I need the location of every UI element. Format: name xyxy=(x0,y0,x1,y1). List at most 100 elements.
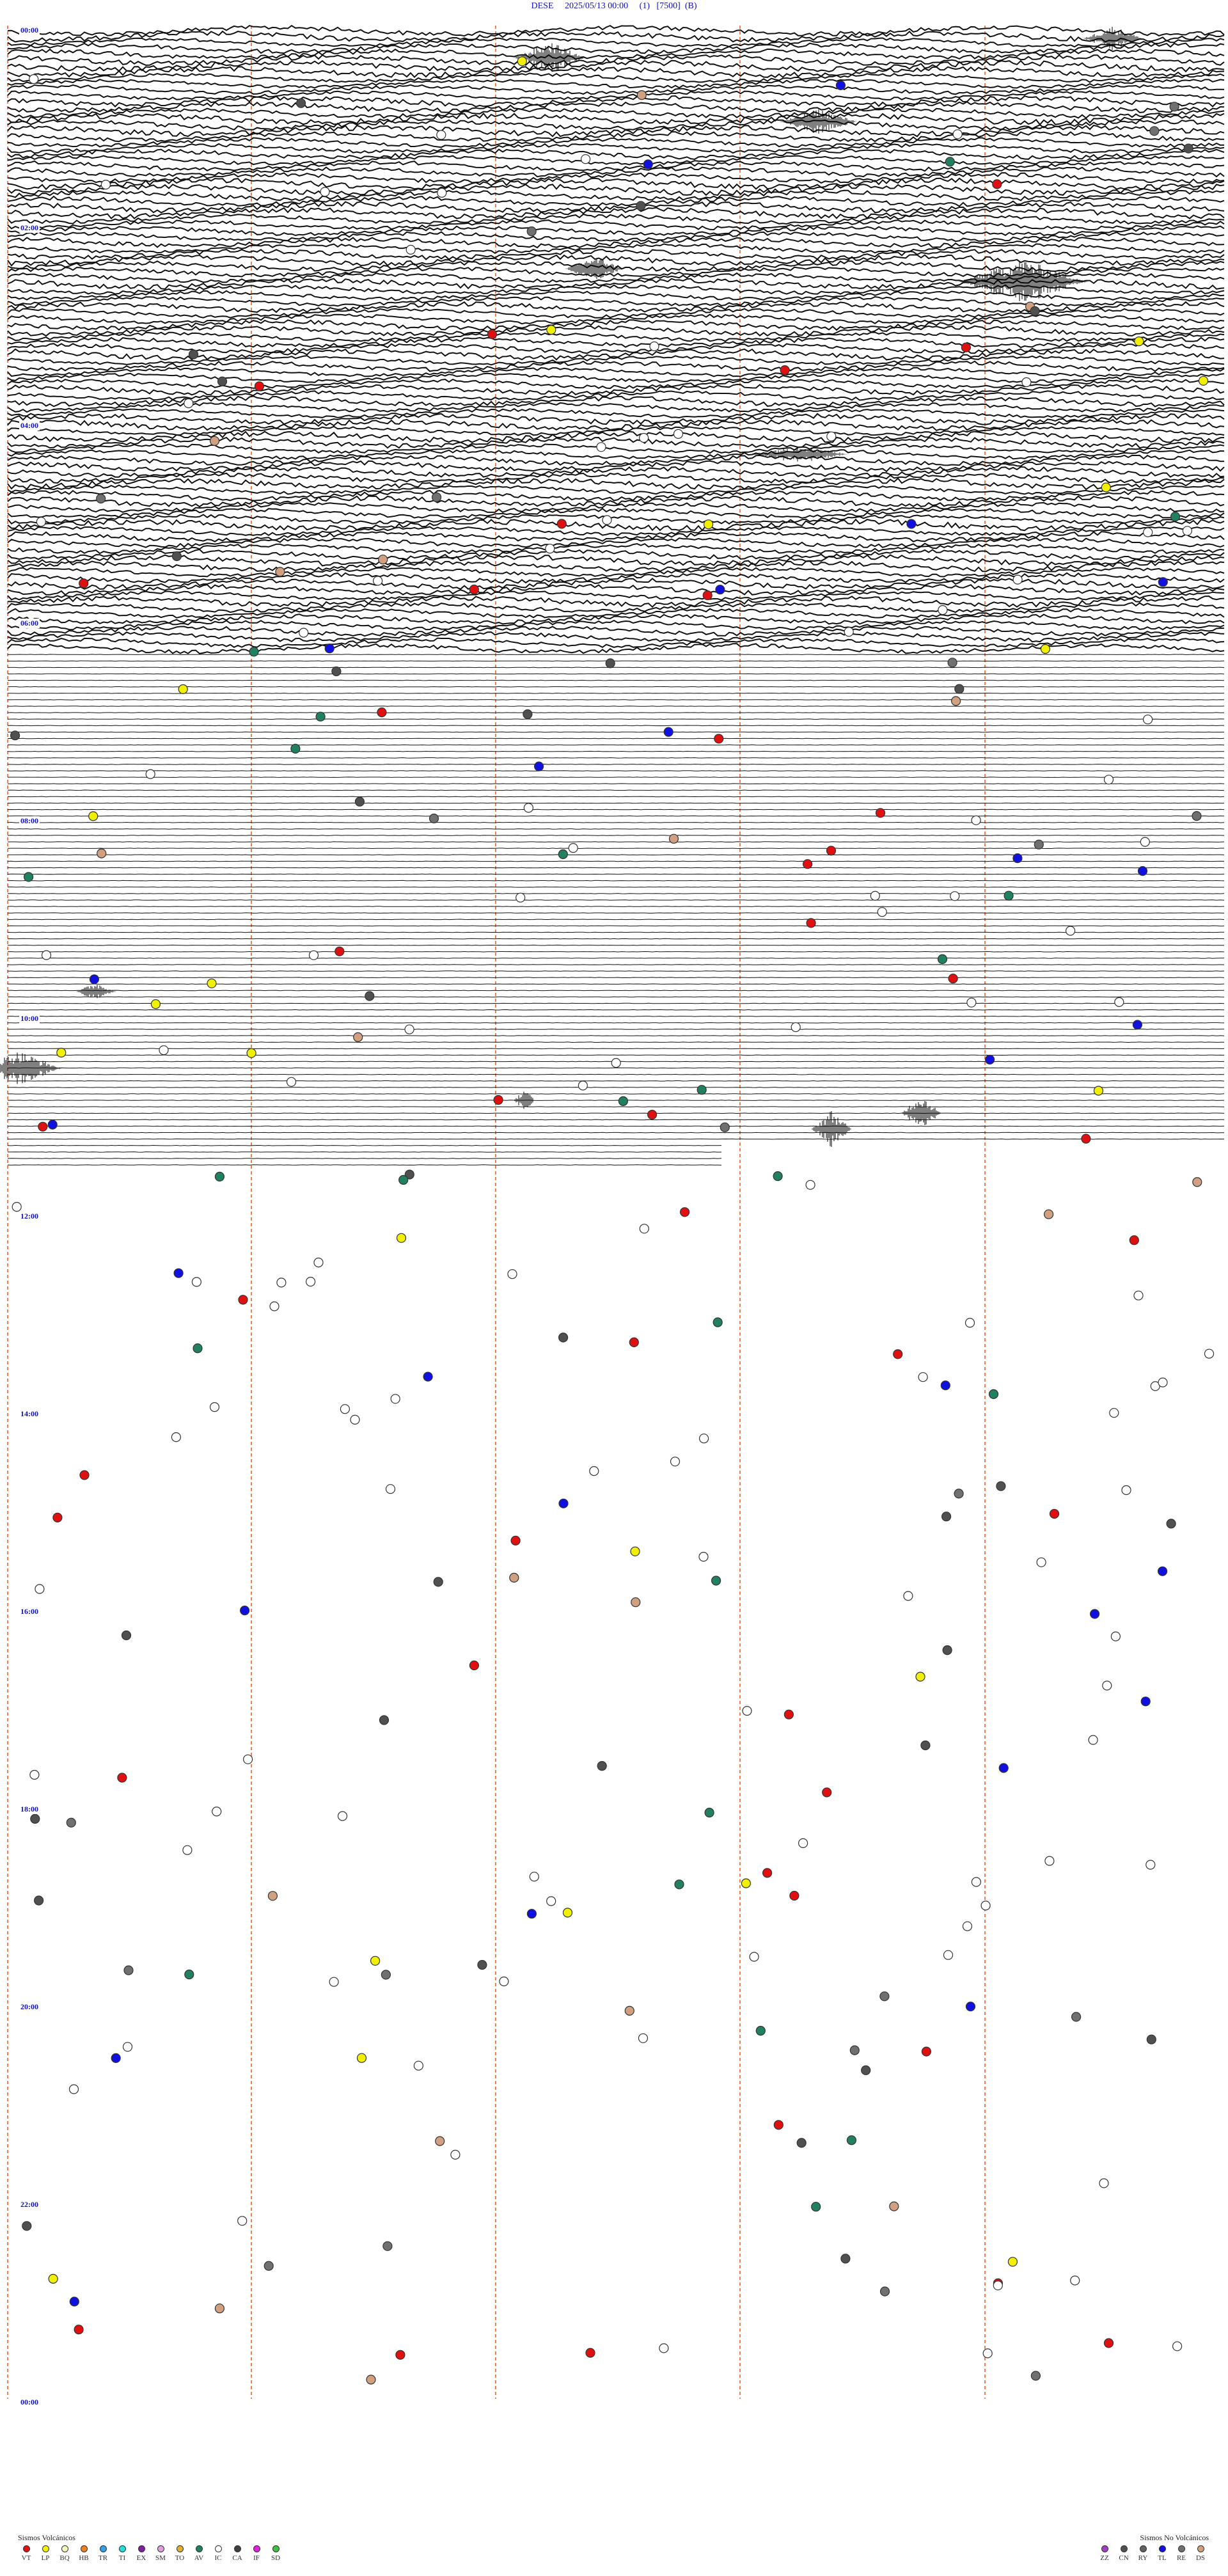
seismic-trace xyxy=(7,177,1225,191)
event-marker xyxy=(526,1909,537,1919)
event-marker xyxy=(971,1877,982,1887)
event-marker xyxy=(1044,1856,1055,1866)
event-marker xyxy=(243,1754,253,1764)
event-marker xyxy=(698,1434,709,1444)
event-marker xyxy=(741,1878,752,1888)
event-marker xyxy=(533,761,544,771)
time-label: 22:00 xyxy=(19,2200,40,2209)
event-marker xyxy=(111,2053,121,2063)
event-marker xyxy=(1133,1290,1144,1300)
legend-volcanic-item: SD xyxy=(267,2545,284,2562)
event-marker xyxy=(638,2033,649,2043)
event-marker xyxy=(674,1879,684,1890)
seismic-trace xyxy=(7,886,1224,888)
helicorder-plot xyxy=(0,24,1225,2399)
event-marker xyxy=(507,1269,517,1279)
event-marker xyxy=(562,1908,573,1918)
seismic-trace xyxy=(7,367,1225,377)
seismic-trace xyxy=(7,608,1225,619)
event-marker xyxy=(396,1233,407,1243)
seismic-trace xyxy=(7,1041,1224,1043)
event-marker xyxy=(879,1991,890,2002)
event-marker xyxy=(679,1207,690,1217)
seismic-trace xyxy=(7,124,1225,138)
event-marker xyxy=(353,1032,363,1043)
event-marker xyxy=(1070,2275,1080,2286)
event-marker xyxy=(835,80,846,90)
legend-volcanic-item: TI xyxy=(114,2545,130,2562)
event-marker xyxy=(1071,2012,1082,2022)
legend-volcanic-code: HB xyxy=(79,2554,89,2562)
seismic-trace xyxy=(7,931,1224,933)
seismic-trace xyxy=(7,542,1225,555)
seismic-trace xyxy=(7,560,1225,573)
event-marker xyxy=(1166,1519,1176,1529)
legend-volcanic-item: TR xyxy=(95,2545,111,2562)
seismic-trace xyxy=(7,155,1225,166)
event-marker xyxy=(286,1077,297,1087)
event-marker xyxy=(469,1660,480,1671)
legend-volcanic-swatch xyxy=(272,2545,279,2552)
seismic-trace xyxy=(7,296,1224,307)
seismic-trace xyxy=(7,507,1225,519)
time-label: 10:00 xyxy=(19,1014,40,1023)
event-marker xyxy=(937,954,948,965)
legend-nonvolcanic-swatch xyxy=(1139,2545,1147,2552)
event-marker xyxy=(1145,1860,1156,1870)
seismic-trace xyxy=(7,613,1225,625)
event-marker xyxy=(1204,1348,1215,1359)
seismic-trace xyxy=(8,970,1225,972)
legend-nonvolcanic-swatch xyxy=(1197,2545,1204,2552)
event-marker xyxy=(41,950,52,960)
event-marker xyxy=(1158,577,1168,587)
event-marker xyxy=(404,1024,414,1034)
legend-nonvolcanic-item: TL xyxy=(1154,2545,1170,2562)
seismic-trace xyxy=(7,686,1224,688)
seismic-trace xyxy=(7,201,1225,214)
event-marker xyxy=(275,567,285,577)
seismic-trace xyxy=(7,319,1225,331)
seismic-trace xyxy=(7,189,1225,201)
legend-volcanic: Sismos Volcánicos VT LP BQ HB TR TI EX SM TO AV IC… xyxy=(18,2533,284,2562)
seismic-trace xyxy=(7,37,1225,48)
seismic-trace xyxy=(7,443,1225,454)
event-marker xyxy=(246,1048,256,1058)
event-marker xyxy=(35,1584,45,1594)
legend-nonvolcanic-item: DS xyxy=(1192,2545,1209,2562)
seismic-trace xyxy=(7,30,1225,43)
event-marker xyxy=(366,2375,376,2385)
event-marker xyxy=(1134,336,1144,347)
event-marker xyxy=(429,813,439,824)
event-marker xyxy=(965,2002,976,2012)
seismic-trace xyxy=(7,454,1225,466)
event-marker xyxy=(998,1763,1009,1773)
event-marker xyxy=(802,859,813,869)
event-marker xyxy=(121,1630,132,1641)
event-marker xyxy=(390,1394,400,1404)
event-marker xyxy=(249,647,259,657)
event-marker xyxy=(742,1705,752,1716)
event-marker xyxy=(395,2350,405,2360)
event-marker xyxy=(184,1970,194,1980)
event-marker xyxy=(1012,853,1023,864)
event-marker xyxy=(523,803,534,813)
legend-nonvolcanic-code: DS xyxy=(1195,2554,1206,2562)
event-marker xyxy=(182,1845,193,1855)
event-marker xyxy=(580,154,591,164)
event-marker xyxy=(324,644,335,654)
event-marker xyxy=(1110,1631,1121,1641)
event-marker xyxy=(38,1121,48,1132)
legend-volcanic-swatch xyxy=(214,2545,222,2552)
event-marker xyxy=(499,1976,509,1987)
seismic-burst xyxy=(780,109,858,134)
seismic-trace xyxy=(7,207,1225,219)
event-marker xyxy=(636,90,647,100)
event-marker xyxy=(193,1343,203,1354)
event-marker xyxy=(1192,1177,1202,1187)
event-marker xyxy=(889,2201,899,2211)
legend-volcanic-item: HB xyxy=(75,2545,92,2562)
event-marker xyxy=(276,1277,287,1288)
event-marker xyxy=(698,1552,709,1562)
seismic-trace xyxy=(7,355,1225,366)
flag: (B) xyxy=(684,1,697,11)
